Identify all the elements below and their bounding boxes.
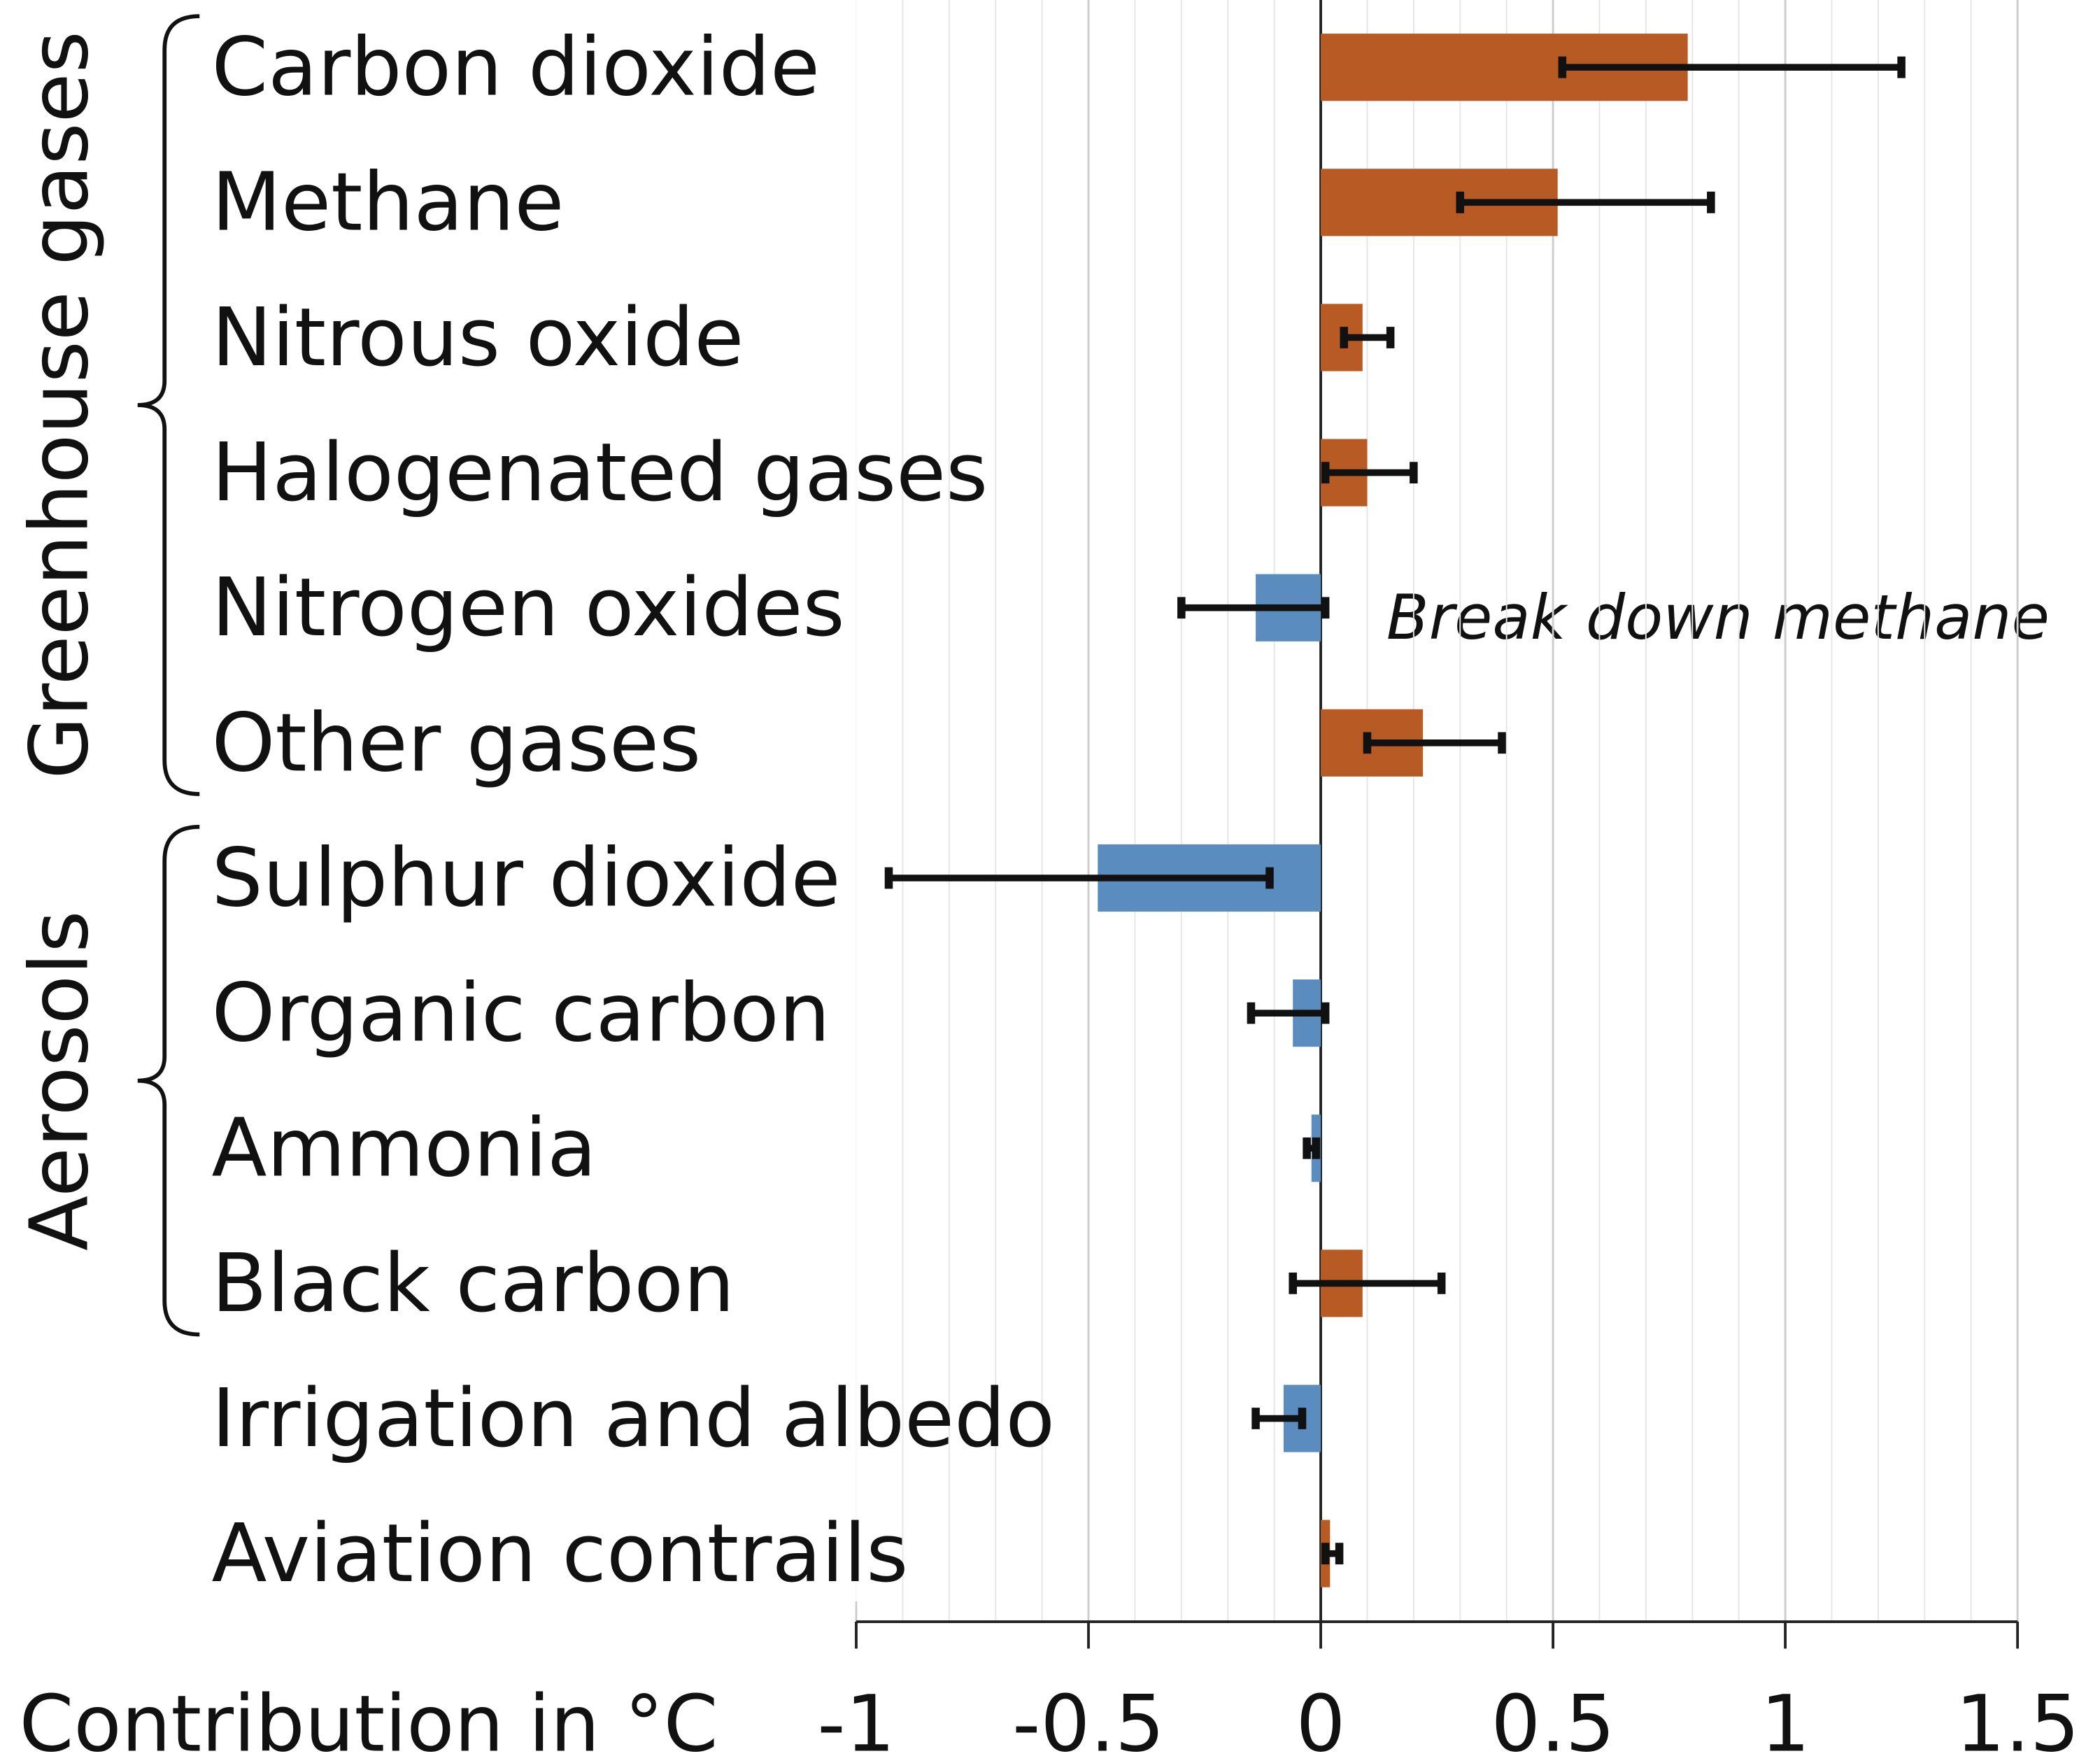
category-label: Nitrous oxide xyxy=(212,291,744,385)
category-label: Sulphur dioxide xyxy=(212,831,841,925)
category-label: Organic carbon xyxy=(212,967,830,1061)
category-label: Ammonia xyxy=(212,1102,597,1196)
x-tick-label: -0.5 xyxy=(1012,1679,1165,1763)
group-label: Greenhouse gases xyxy=(13,31,107,779)
category-label: Other gases xyxy=(212,696,702,790)
group-label: Aerosols xyxy=(13,911,107,1251)
category-label: Carbon dioxide xyxy=(212,21,820,115)
x-tick-label: -1 xyxy=(817,1679,895,1763)
category-label: Black carbon xyxy=(212,1237,735,1331)
x-axis-label: Contribution in °C xyxy=(19,1679,718,1763)
x-tick-label: 1 xyxy=(1761,1679,1810,1763)
category-label: Methane xyxy=(212,156,565,250)
category-label: Aviation contrails xyxy=(212,1507,909,1601)
x-tick-label: 0.5 xyxy=(1491,1679,1615,1763)
x-tick-label: 1.5 xyxy=(1955,1679,2079,1763)
category-label: Irrigation and albedo xyxy=(212,1372,1055,1466)
group-brace xyxy=(137,14,200,796)
category-label: Halogenated gases xyxy=(212,426,988,520)
annotation: Break down methane xyxy=(1386,581,2050,653)
label-backdrop xyxy=(202,0,862,1602)
category-label: Nitrogen oxides xyxy=(212,561,845,655)
group-brace xyxy=(137,825,200,1337)
x-tick-label: 0 xyxy=(1296,1679,1346,1763)
